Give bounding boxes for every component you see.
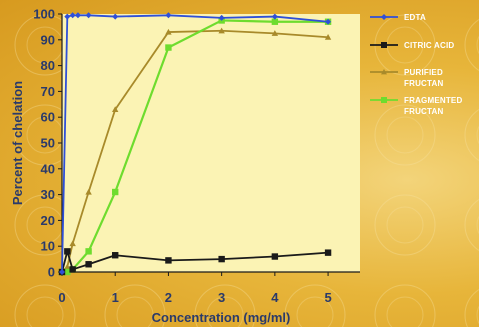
legend-item-edta: EDTA [370, 13, 426, 22]
data-point-fragmented-fructan [85, 248, 92, 255]
y-tick-label: 70 [41, 84, 55, 99]
legend-item-fragmented-fructan: FRAGMENTED FRUCTAN [370, 96, 462, 116]
y-tick-label: 50 [41, 136, 55, 151]
y-tick-label: 90 [41, 32, 55, 47]
data-point-purified-fructan [165, 28, 172, 35]
legend-item-purified-fructan: PURIFIED FRUCTAN [370, 68, 443, 88]
data-point-edta [325, 18, 332, 25]
y-tick-label: 20 [41, 213, 55, 228]
data-point-purified-fructan [271, 30, 279, 36]
data-point-citric-acid [85, 261, 92, 268]
data-point-purified-fructan [218, 27, 225, 34]
series-layer [58, 12, 332, 276]
legend-marker [381, 42, 387, 48]
y-tick-label: 100 [33, 7, 55, 22]
legend-label: EDTA [404, 13, 426, 22]
data-point-edta [69, 12, 76, 19]
tick-labels: 0 10 20 30 40 50 60 70 80 90 100 0 1 2 3 4 5 [33, 7, 331, 306]
data-point-citric-acid [69, 266, 76, 273]
data-point-citric-acid [218, 255, 225, 263]
y-axis-title: Percent of chelation [10, 81, 25, 205]
data-point-purified-fructan [64, 263, 71, 270]
legend-item-citric-acid: CITRIC ACID [370, 41, 454, 50]
legend-label: FRUCTAN [404, 79, 443, 88]
data-point-edta [112, 13, 119, 20]
y-tick-label: 30 [41, 187, 55, 202]
data-point-citric-acid [112, 252, 119, 259]
data-point-edta [85, 12, 92, 19]
data-point-edta [59, 269, 65, 275]
x-tick-label: 1 [112, 290, 119, 305]
data-point-edta [64, 13, 71, 20]
legend-label: CITRIC ACID [404, 41, 454, 50]
x-tick-label: 5 [324, 290, 331, 305]
data-point-purified-fructan [85, 188, 92, 195]
data-point-citric-acid [165, 257, 172, 264]
y-tick-label: 80 [41, 58, 55, 73]
x-tick-label: 2 [165, 290, 172, 305]
legend-marker [381, 14, 387, 20]
y-tick-label: 10 [41, 239, 55, 254]
y-tick-label: 40 [41, 161, 55, 176]
data-point-fragmented-fructan [64, 268, 71, 276]
data-point-purified-fructan [69, 240, 76, 247]
data-point-purified-fructan [324, 34, 332, 40]
legend-marker [381, 97, 387, 103]
x-axis-title: Concentration (mg/ml) [152, 310, 291, 325]
series-line-edta [61, 14, 329, 273]
data-point-edta [165, 12, 172, 19]
data-point-purified-fructan [112, 106, 119, 113]
plot-area [62, 14, 360, 272]
y-tick-label: 0 [48, 265, 55, 280]
series-edta [59, 12, 332, 275]
y-tick-label: 60 [41, 110, 55, 125]
data-point-edta [271, 13, 278, 20]
data-point-edta [218, 14, 225, 21]
legend-label: FRUCTAN [404, 107, 443, 116]
data-point-fragmented-fructan [165, 44, 172, 51]
legend-label: FRAGMENTED [404, 96, 462, 105]
x-tick-label: 3 [218, 290, 225, 305]
data-point-edta [74, 12, 81, 19]
data-point-fragmented-fructan [271, 18, 279, 25]
data-point-fragmented-fructan [112, 188, 119, 196]
data-point-citric-acid [64, 248, 71, 255]
data-point-citric-acid [324, 249, 332, 256]
legend-label: PURIFIED [404, 68, 443, 77]
x-tick-label: 4 [271, 290, 279, 305]
data-point-citric-acid [271, 253, 279, 260]
legend-marker [381, 69, 387, 75]
x-tick-label: 0 [58, 290, 65, 305]
